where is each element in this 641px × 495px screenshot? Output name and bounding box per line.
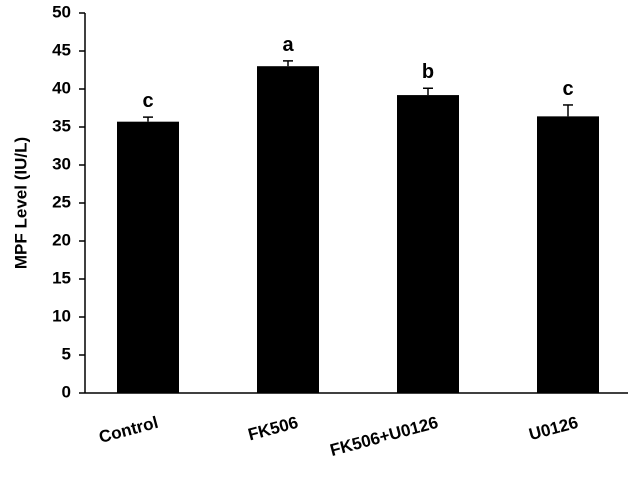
error-bar (563, 104, 573, 117)
bar (397, 95, 459, 393)
y-tick-label: 40 (52, 78, 71, 97)
error-bar (283, 60, 293, 67)
x-tick-label: FK506+U0126 (328, 413, 440, 460)
y-axis-label: MPF Level (IU/L) (11, 137, 30, 269)
bar (257, 66, 319, 393)
significance-letter: c (142, 90, 153, 112)
y-tick-label: 35 (52, 116, 71, 135)
y-tick-label: 10 (52, 306, 71, 325)
significance-letter: b (422, 61, 434, 83)
y-tick-label: 45 (52, 40, 71, 59)
x-tick-label: U0126 (527, 413, 580, 444)
bar (537, 116, 599, 394)
y-tick-label: 20 (52, 230, 71, 249)
x-tick-label: Control (97, 413, 160, 447)
y-tick-label: 5 (62, 344, 71, 363)
bar (117, 121, 179, 394)
error-bar (143, 116, 153, 122)
y-tick-label: 25 (52, 192, 71, 211)
y-tick-label: 0 (62, 382, 71, 401)
error-bar (423, 87, 433, 96)
significance-letter: a (282, 34, 294, 56)
y-tick-label: 15 (52, 268, 71, 287)
y-tick-label: 50 (52, 2, 71, 21)
y-tick-label: 30 (52, 154, 71, 173)
x-tick-label: FK506 (246, 413, 300, 445)
significance-letter: c (562, 78, 573, 100)
